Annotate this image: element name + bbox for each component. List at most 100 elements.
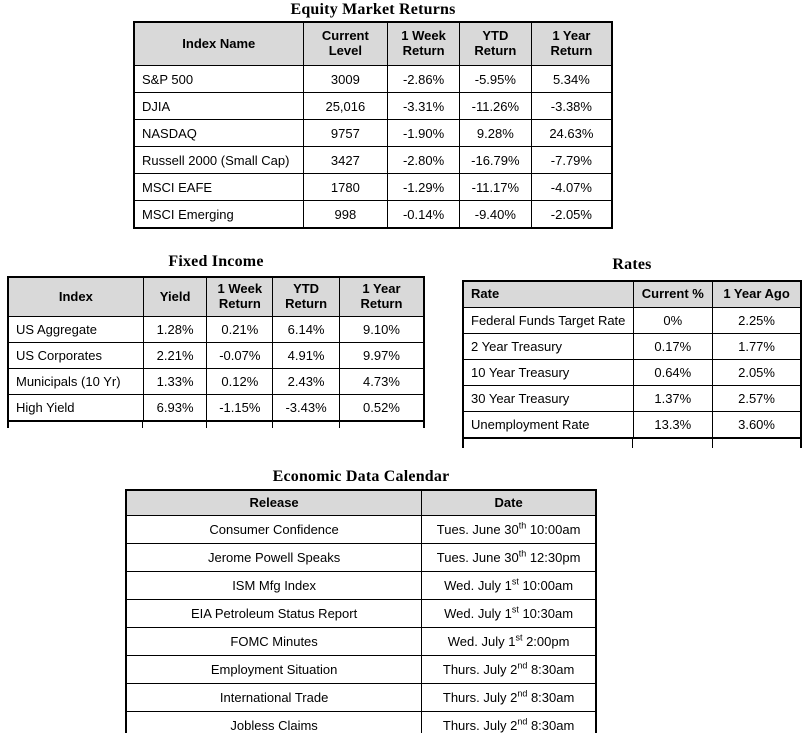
column-header: Date xyxy=(421,489,597,516)
table-cell: -0.14% xyxy=(387,200,460,229)
table-cell: 0.64% xyxy=(632,359,714,386)
table-row: Consumer Confidence Tues. June 30th 10:0… xyxy=(125,515,597,544)
table-cell: 3009 xyxy=(302,65,389,93)
table-cell: 0.12% xyxy=(206,368,274,395)
table-cell-release: Employment Situation xyxy=(125,655,423,684)
table-row: Federal Funds Target Rate 0% 2.25% xyxy=(462,307,802,334)
table-cell: 2.21% xyxy=(142,342,208,369)
date-text: Tues. June 30 xyxy=(436,550,519,565)
table-cell: 2.43% xyxy=(272,368,340,395)
date-ordinal: nd xyxy=(517,716,528,727)
table-cell: -2.86% xyxy=(387,65,460,93)
table-cell: 2.57% xyxy=(712,385,802,412)
table-cell: 2.05% xyxy=(712,359,802,386)
date-ordinal: st xyxy=(515,632,523,643)
date-time: 10:30am xyxy=(518,606,574,621)
date-text: Thurs. July 2 xyxy=(442,718,518,733)
table-cell: 4.73% xyxy=(338,368,425,395)
date-text: Wed. July 1 xyxy=(447,634,516,649)
table-cell: 1780 xyxy=(302,173,389,201)
table-cell: 6.93% xyxy=(142,394,208,422)
date-time: 10:00am xyxy=(526,522,581,537)
fixed-income-section: Fixed Income Index Yield 1 Week Return Y… xyxy=(7,253,425,428)
date-time: 8:30am xyxy=(527,662,575,677)
date-ordinal: st xyxy=(511,604,519,615)
table-cell-date: Thurs. July 2nd 8:30am xyxy=(421,655,597,684)
table-row: Jobless Claims Thurs. July 2nd 8:30am xyxy=(125,711,597,733)
table-cell: 25,016 xyxy=(302,92,389,120)
table-cell: 0.52% xyxy=(338,394,425,422)
table-cell-index-name: Municipals (10 Yr) xyxy=(7,368,144,395)
table-cell: -5.95% xyxy=(458,65,532,93)
table-cell-date: Wed. July 1st 2:00pm xyxy=(421,627,597,656)
table-cell-date: Wed. July 1st 10:00am xyxy=(421,571,597,600)
table-cell-release: ISM Mfg Index xyxy=(125,571,423,600)
table-row: 2 Year Treasury 0.17% 1.77% xyxy=(462,333,802,360)
header-row: Index Yield 1 Week Return YTD Return 1 Y… xyxy=(7,276,425,317)
table-row: 10 Year Treasury 0.64% 2.05% xyxy=(462,359,802,386)
column-header: 1 Week Return xyxy=(206,276,274,317)
table-cell-release: Consumer Confidence xyxy=(125,515,423,544)
table-cell: -9.40% xyxy=(458,200,532,229)
fixed-income-table-title: Fixed Income xyxy=(168,253,264,270)
table-row: EIA Petroleum Status Report Wed. July 1s… xyxy=(125,599,597,628)
table-cell-rate-name: Federal Funds Target Rate xyxy=(462,307,634,334)
table-cell: 2.25% xyxy=(712,307,802,334)
column-header: Rate xyxy=(462,280,634,308)
equity-table-title: Equity Market Returns xyxy=(290,1,456,18)
table-cell: -16.79% xyxy=(458,146,532,174)
table-cell: 9.28% xyxy=(458,119,532,147)
table-cell-release: Jerome Powell Speaks xyxy=(125,543,423,572)
table-cell: -0.07% xyxy=(206,342,274,369)
table-cell: 3.60% xyxy=(712,411,802,439)
column-header: Yield xyxy=(142,276,208,317)
table-cell: -3.38% xyxy=(530,92,613,120)
date-time: 12:30pm xyxy=(526,550,581,565)
date-text: Thurs. July 2 xyxy=(442,690,518,705)
table-cell-date: Tues. June 30th 12:30pm xyxy=(421,543,597,572)
table-cell-date: Wed. July 1st 10:30am xyxy=(421,599,597,628)
table-cell-index-name: MSCI Emerging xyxy=(133,200,304,229)
table-row: MSCI EAFE 1780 -1.29% -11.17% -4.07% xyxy=(133,173,613,201)
table-row: NASDAQ 9757 -1.90% 9.28% 24.63% xyxy=(133,119,613,147)
table-row: Russell 2000 (Small Cap) 3427 -2.80% -16… xyxy=(133,146,613,174)
table-row: US Corporates 2.21% -0.07% 4.91% 9.97% xyxy=(7,342,425,369)
date-ordinal: nd xyxy=(517,660,528,671)
date-ordinal: th xyxy=(518,520,527,531)
table-cell-index-name: US Corporates xyxy=(7,342,144,369)
header-row: Rate Current % 1 Year Ago xyxy=(462,280,802,308)
table-row: FOMC Minutes Wed. July 1st 2:00pm xyxy=(125,627,597,656)
date-time: 10:00am xyxy=(518,578,574,593)
table-cell-rate-name: 2 Year Treasury xyxy=(462,333,634,360)
column-header: Current % xyxy=(632,280,714,308)
table-cell-release: EIA Petroleum Status Report xyxy=(125,599,423,628)
table-cell: -1.29% xyxy=(387,173,460,201)
table-cell-index-name: High Yield xyxy=(7,394,144,422)
table-row: ISM Mfg Index Wed. July 1st 10:00am xyxy=(125,571,597,600)
economic-calendar-table: Release Date Consumer Confidence Tues. J… xyxy=(125,489,597,733)
date-ordinal: st xyxy=(511,576,519,587)
table-cell: 1.77% xyxy=(712,333,802,360)
gridline-stub xyxy=(462,439,802,448)
calendar-section: Economic Data Calendar Release Date Cons… xyxy=(125,468,597,733)
table-cell: 0.21% xyxy=(206,316,274,343)
date-time: 8:30am xyxy=(527,690,575,705)
table-cell-release: FOMC Minutes xyxy=(125,627,423,656)
column-header: 1 Year Return xyxy=(530,21,613,66)
table-cell-index-name: US Aggregate xyxy=(7,316,144,343)
rates-table-title: Rates xyxy=(612,256,652,273)
table-cell: -7.79% xyxy=(530,146,613,174)
rates-section: Rates Rate Current % 1 Year Ago Federal … xyxy=(462,256,802,448)
table-cell: -11.17% xyxy=(458,173,532,201)
date-ordinal: th xyxy=(518,548,527,559)
table-cell: 24.63% xyxy=(530,119,613,147)
table-row: 30 Year Treasury 1.37% 2.57% xyxy=(462,385,802,412)
date-time: 2:00pm xyxy=(522,634,570,649)
column-header: Index xyxy=(7,276,144,317)
table-cell: -2.80% xyxy=(387,146,460,174)
date-time: 8:30am xyxy=(527,718,575,733)
column-header: 1 Year Ago xyxy=(712,280,802,308)
table-cell: -1.15% xyxy=(206,394,274,422)
table-row: Municipals (10 Yr) 1.33% 0.12% 2.43% 4.7… xyxy=(7,368,425,395)
